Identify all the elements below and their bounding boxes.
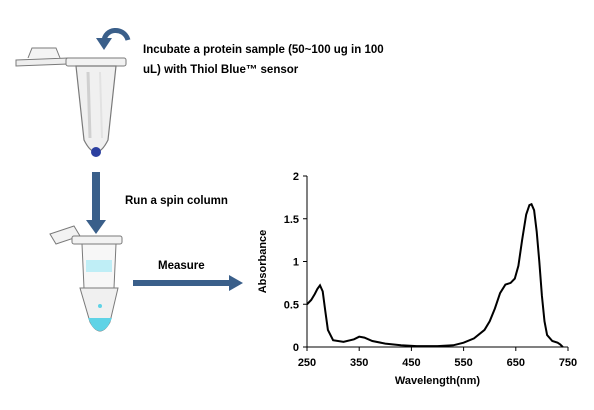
spin-column-illustration <box>49 225 123 332</box>
down-arrow-icon <box>86 172 106 234</box>
measure-step-text: Measure <box>158 260 205 272</box>
y-tick-label: 1 <box>293 257 299 269</box>
curved-arrow-icon <box>96 28 131 50</box>
sensor-bead-icon <box>91 147 101 157</box>
absorbance-chart: 0 0.5 1 1.5 2 250 350 450 550 650 750 Wavelength(n… <box>257 171 577 387</box>
y-tick-label: 1.5 <box>284 214 299 226</box>
x-axis-label: Wavelength(nm) <box>395 375 480 387</box>
incubate-line-2: uL) with Thiol Blue™ sensor <box>143 64 299 76</box>
incubate-line-1: Incubate a protein sample (50~100 ug in … <box>143 44 384 56</box>
x-tick-label: 250 <box>298 357 316 369</box>
y-tick-label: 0 <box>293 342 299 354</box>
y-tick-label: 0.5 <box>284 299 299 311</box>
x-tick-label: 750 <box>559 357 577 369</box>
eluate-icon <box>88 318 112 331</box>
x-tick-label: 450 <box>402 357 420 369</box>
sample-tube-illustration <box>15 28 131 157</box>
x-tick-label: 650 <box>507 357 525 369</box>
incubate-step-text: Incubate a protein sample (50~100 ug in … <box>143 40 433 80</box>
absorbance-curve <box>306 202 564 348</box>
spin-step-text: Run a spin column <box>125 195 228 207</box>
x-tick-label: 550 <box>454 357 472 369</box>
right-arrow-icon <box>133 275 243 291</box>
x-tick-label: 350 <box>350 357 368 369</box>
y-tick-label: 2 <box>293 171 299 183</box>
y-axis-label: Absorbance <box>257 230 269 294</box>
